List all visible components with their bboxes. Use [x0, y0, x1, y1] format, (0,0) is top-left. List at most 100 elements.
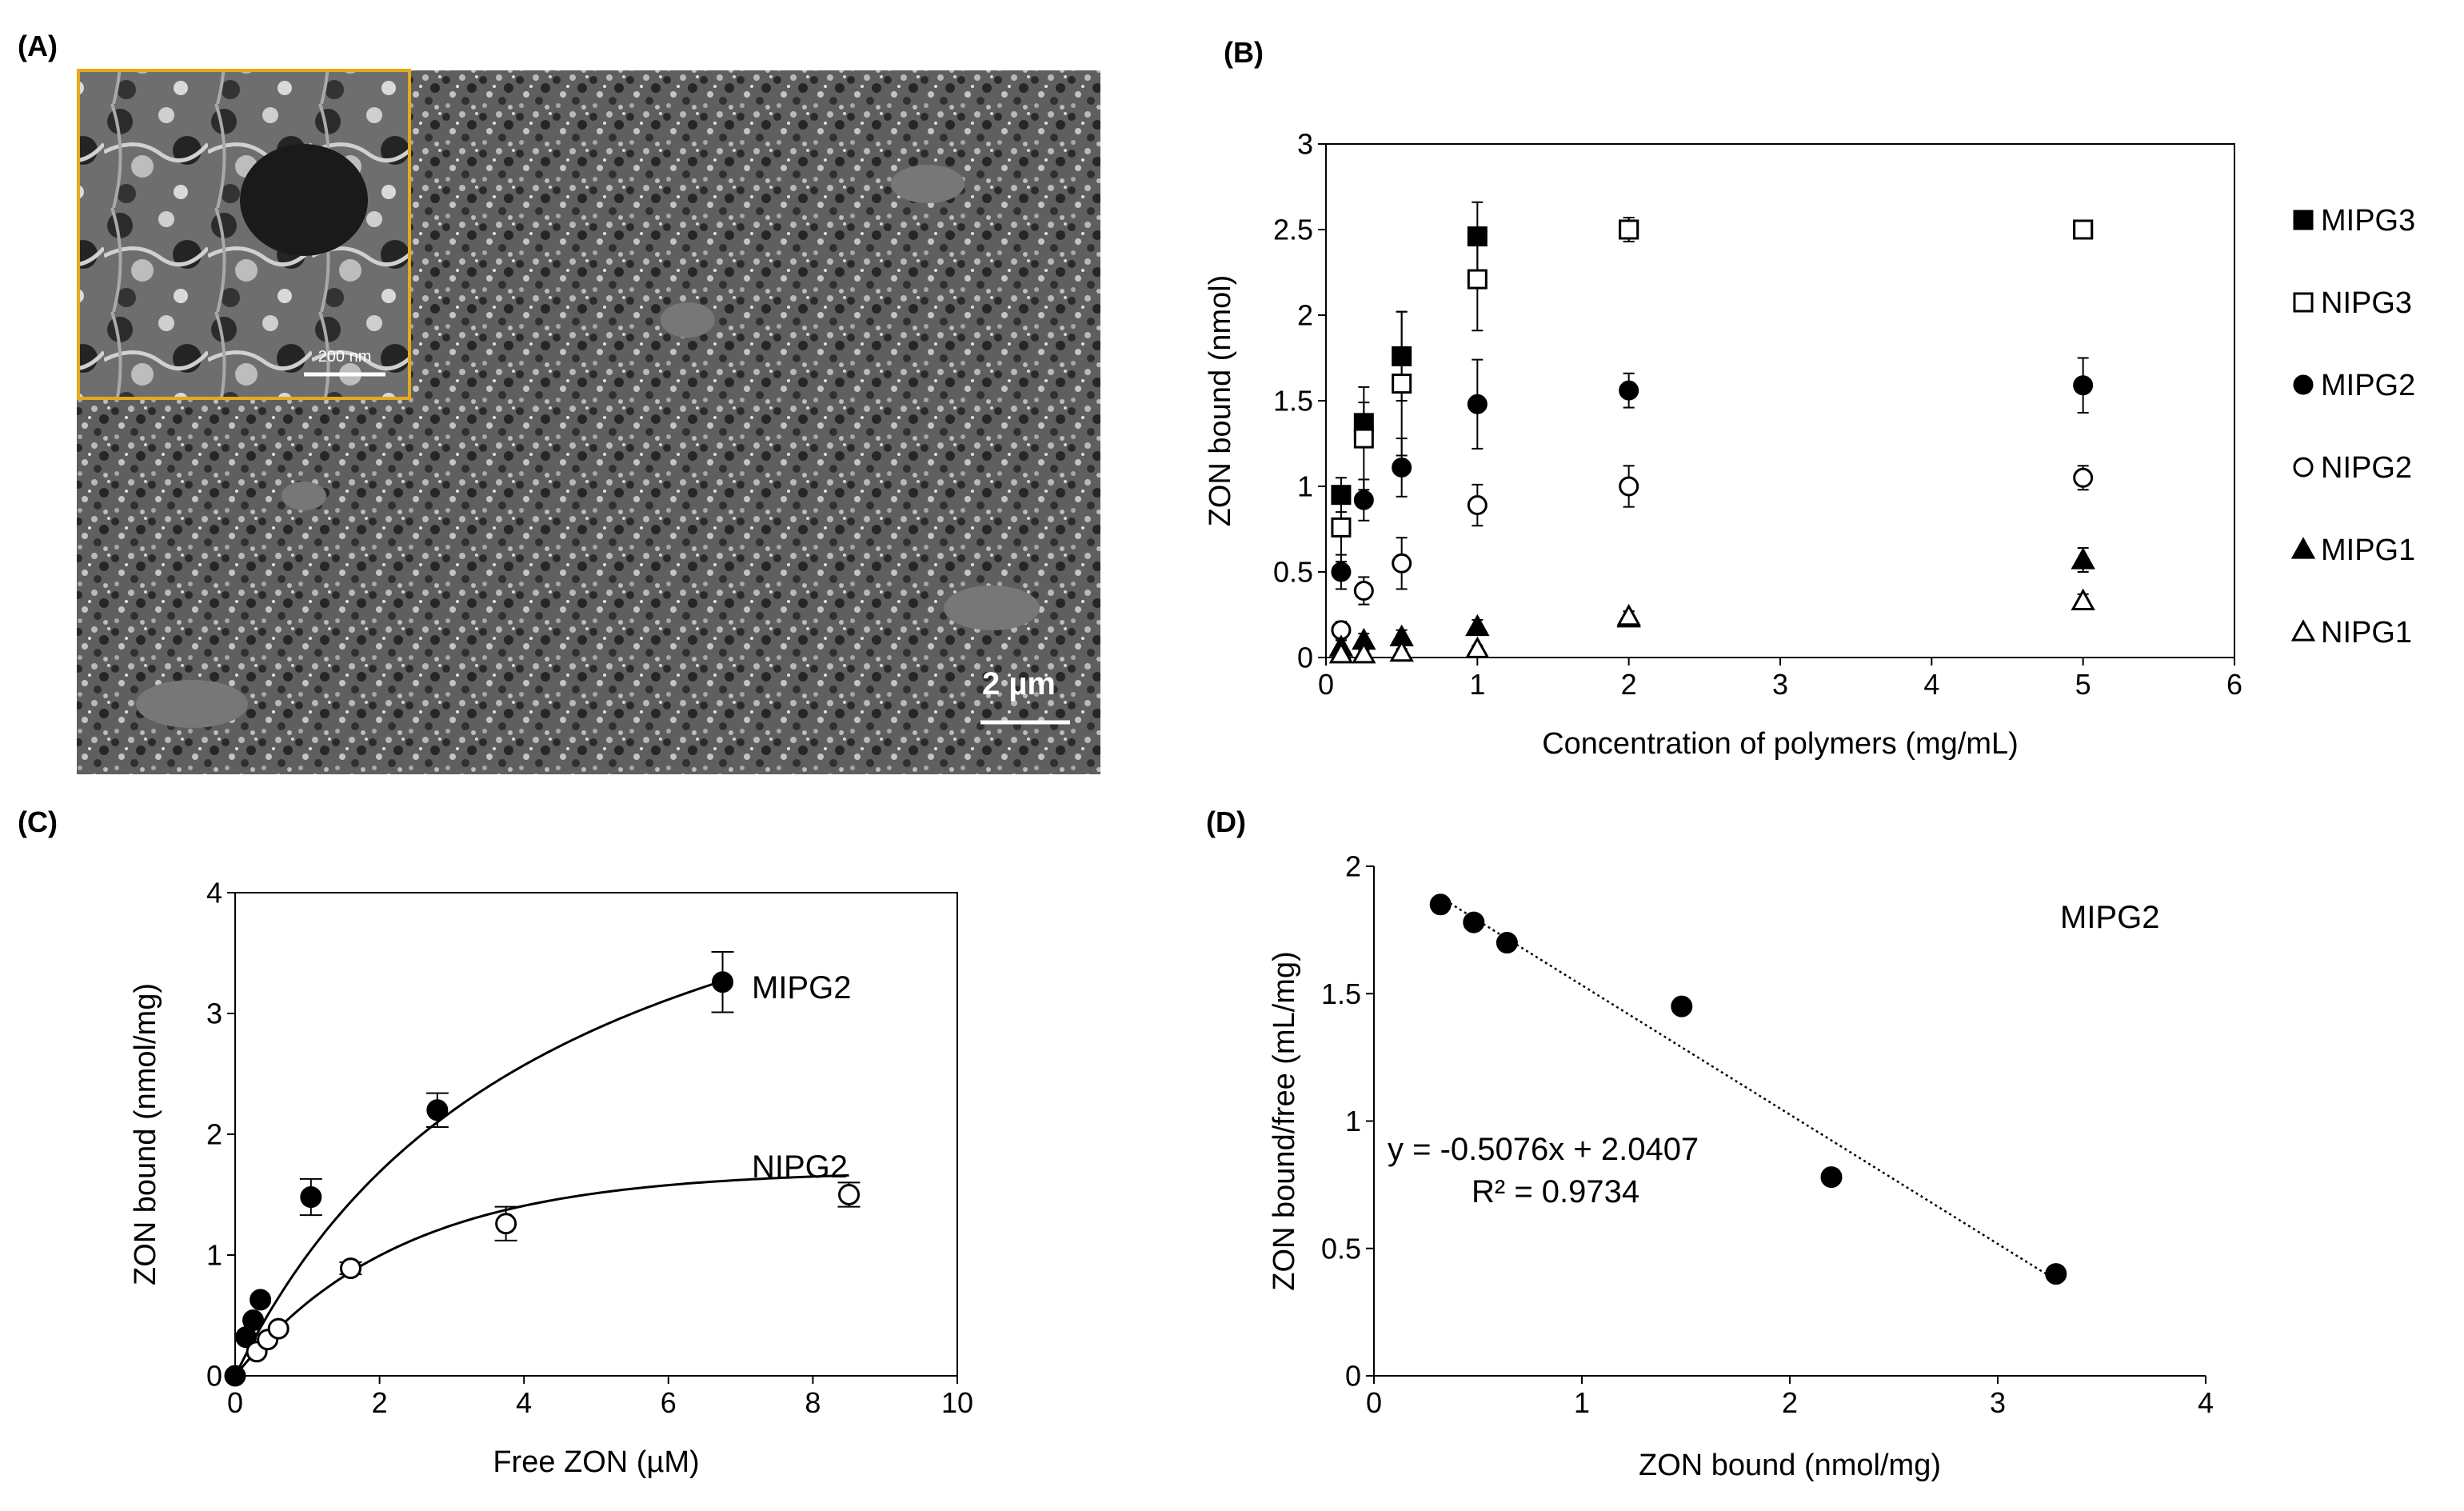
fit-curve-nipg2 [234, 1173, 849, 1377]
panel-a-label: (A) [18, 30, 58, 62]
legend-label-mipg3: MIPG3 [2321, 204, 2415, 238]
x-tick-label: 1 [1574, 1386, 1590, 1419]
x-tick-label: 0 [227, 1386, 243, 1419]
marker-mipg1 [2071, 547, 2095, 570]
x-tick-label: 3 [1990, 1386, 2006, 1419]
chart-c: 0 2 4 6 8 10 0 1 2 3 4 Free ZON (µM) ZON bound (nmol… [129, 877, 973, 1479]
marker-nipg2 [495, 1213, 517, 1235]
y-tick-label: 3 [1297, 128, 1313, 161]
marker-nipg3 [2073, 219, 2094, 240]
x-tick-label: 0 [1366, 1386, 1382, 1419]
sem-void [661, 302, 715, 338]
marker-nipg2 [1392, 553, 1412, 574]
sem-void [944, 586, 1040, 630]
x-axis-label: Free ZON (µM) [493, 1445, 699, 1479]
y-tick-label: 1 [1345, 1105, 1361, 1137]
sem-void [891, 165, 964, 203]
legend-label-nipg2: NIPG2 [2321, 451, 2412, 485]
y-tick-label: 1 [1297, 470, 1313, 503]
y-tick-label: 1.5 [1321, 977, 1361, 1010]
legend-marker-nipg3 [2293, 292, 2314, 313]
marker-nipg1 [1389, 639, 1414, 662]
panel-d: (D) 0 1 2 3 4 0 0.5 1 1.5 2 ZON bound (nmol/mg) ZON… [1206, 805, 2214, 1482]
x-tick-label: 3 [1772, 668, 1788, 701]
legend-label-nipg1: NIPG1 [2321, 616, 2412, 650]
legend-marker-mipg1 [2290, 537, 2316, 559]
x-tick-label: 6 [661, 1386, 677, 1419]
legend-marker-mipg3 [2293, 210, 2314, 230]
marker-mipg2 [426, 1099, 449, 1121]
panel-c-label: (C) [18, 805, 58, 838]
y-tick-label: 0.5 [1321, 1232, 1361, 1265]
legend-marker-nipg1 [2290, 619, 2316, 642]
marker-mipg2 [712, 971, 734, 993]
inset-pore [240, 144, 368, 256]
y-tick-label: 1 [206, 1239, 222, 1272]
y-tick-label: 2 [1297, 299, 1313, 332]
x-axis-label: ZON bound (nmol/mg) [1639, 1449, 1941, 1482]
y-tick-label: 0 [1297, 642, 1313, 674]
x-tick-label: 0 [1318, 668, 1334, 701]
inset-scale-bar-label: 200 nm [318, 348, 372, 366]
panel-b: (B) 0 1 2 3 4 5 6 0 0.5 1 1.5 2 2.5 3 Concentration of… [1204, 36, 2415, 761]
marker-mipg2 [2045, 1263, 2067, 1285]
marker-nipg3 [1353, 428, 1374, 449]
panel-a: (A) 200 nm 2 µm [18, 30, 1100, 774]
marker-mipg2 [224, 1365, 246, 1387]
marker-nipg3 [1467, 269, 1488, 290]
marker-nipg2 [838, 1184, 861, 1205]
marker-mipg1 [1465, 614, 1490, 637]
x-tick-label: 4 [516, 1386, 532, 1419]
chart-b: 0 1 2 3 4 5 6 0 0.5 1 1.5 2 2.5 3 Concentration of pol… [1204, 128, 2415, 761]
marker-mipg2 [242, 1309, 265, 1332]
marker-nipg1 [2071, 588, 2095, 610]
marker-nipg3 [1619, 219, 1639, 240]
marker-mipg2 [1820, 1166, 1843, 1189]
r-squared: R² = 0.9734 [1472, 1174, 1639, 1209]
legend-marker-nipg2 [2293, 457, 2314, 478]
x-tick-label: 1 [1469, 668, 1485, 701]
marker-mipg2 [1353, 490, 1374, 510]
marker-mipg2 [300, 1186, 322, 1209]
x-tick-label: 6 [2226, 668, 2242, 701]
y-tick-label: 0 [206, 1360, 222, 1393]
marker-mipg2 [1467, 394, 1488, 414]
y-tick-label: 0 [1345, 1360, 1361, 1393]
x-tick-label: 2 [1782, 1386, 1798, 1419]
regression-equation: y = -0.5076x + 2.0407 [1388, 1132, 1699, 1167]
marker-nipg2 [339, 1257, 361, 1280]
y-tick-label: 2.5 [1273, 214, 1313, 246]
y-tick-label: 3 [206, 997, 222, 1030]
marker-nipg3 [1392, 374, 1412, 394]
panel-b-label: (B) [1224, 36, 1264, 69]
sem-void [136, 680, 248, 728]
x-tick-label: 4 [2198, 1386, 2214, 1419]
y-tick-label: 2 [206, 1118, 222, 1151]
marker-nipg3 [1331, 517, 1352, 538]
marker-mipg2 [1429, 893, 1452, 916]
y-axis-label: ZON bound (nmol) [1204, 275, 1237, 527]
panel-c: (C) 0 2 4 6 8 10 0 1 2 3 4 Free ZON (µM) ZON bound (… [18, 805, 973, 1479]
marker-mipg2 [2073, 375, 2094, 396]
marker-nipg2 [267, 1317, 290, 1340]
trendline [1440, 896, 2057, 1281]
y-tick-label: 4 [206, 877, 222, 909]
chart-d: 0 1 2 3 4 0 0.5 1 1.5 2 ZON bound (nmol/mg) ZON bou… [1268, 850, 2214, 1482]
marker-nipg1 [1352, 641, 1376, 664]
legend-marker-mipg2 [2293, 374, 2314, 395]
plot-frame [1325, 143, 2235, 658]
y-axis-label: ZON bound (nmol/mg) [129, 983, 162, 1285]
marker-nipg2 [1619, 476, 1639, 497]
marker-mipg2 [1463, 911, 1485, 933]
sem-void [282, 482, 326, 510]
x-tick-label: 8 [805, 1386, 821, 1419]
plot-frame [234, 892, 958, 1377]
series-label-mipg2: MIPG2 [752, 970, 851, 1005]
marker-mipg2 [1331, 562, 1352, 582]
y-tick-label: 2 [1345, 850, 1361, 883]
marker-mipg2 [1496, 932, 1518, 954]
x-tick-label: 4 [1923, 668, 1939, 701]
marker-nipg2 [2073, 467, 2094, 488]
x-tick-label: 5 [2075, 668, 2091, 701]
